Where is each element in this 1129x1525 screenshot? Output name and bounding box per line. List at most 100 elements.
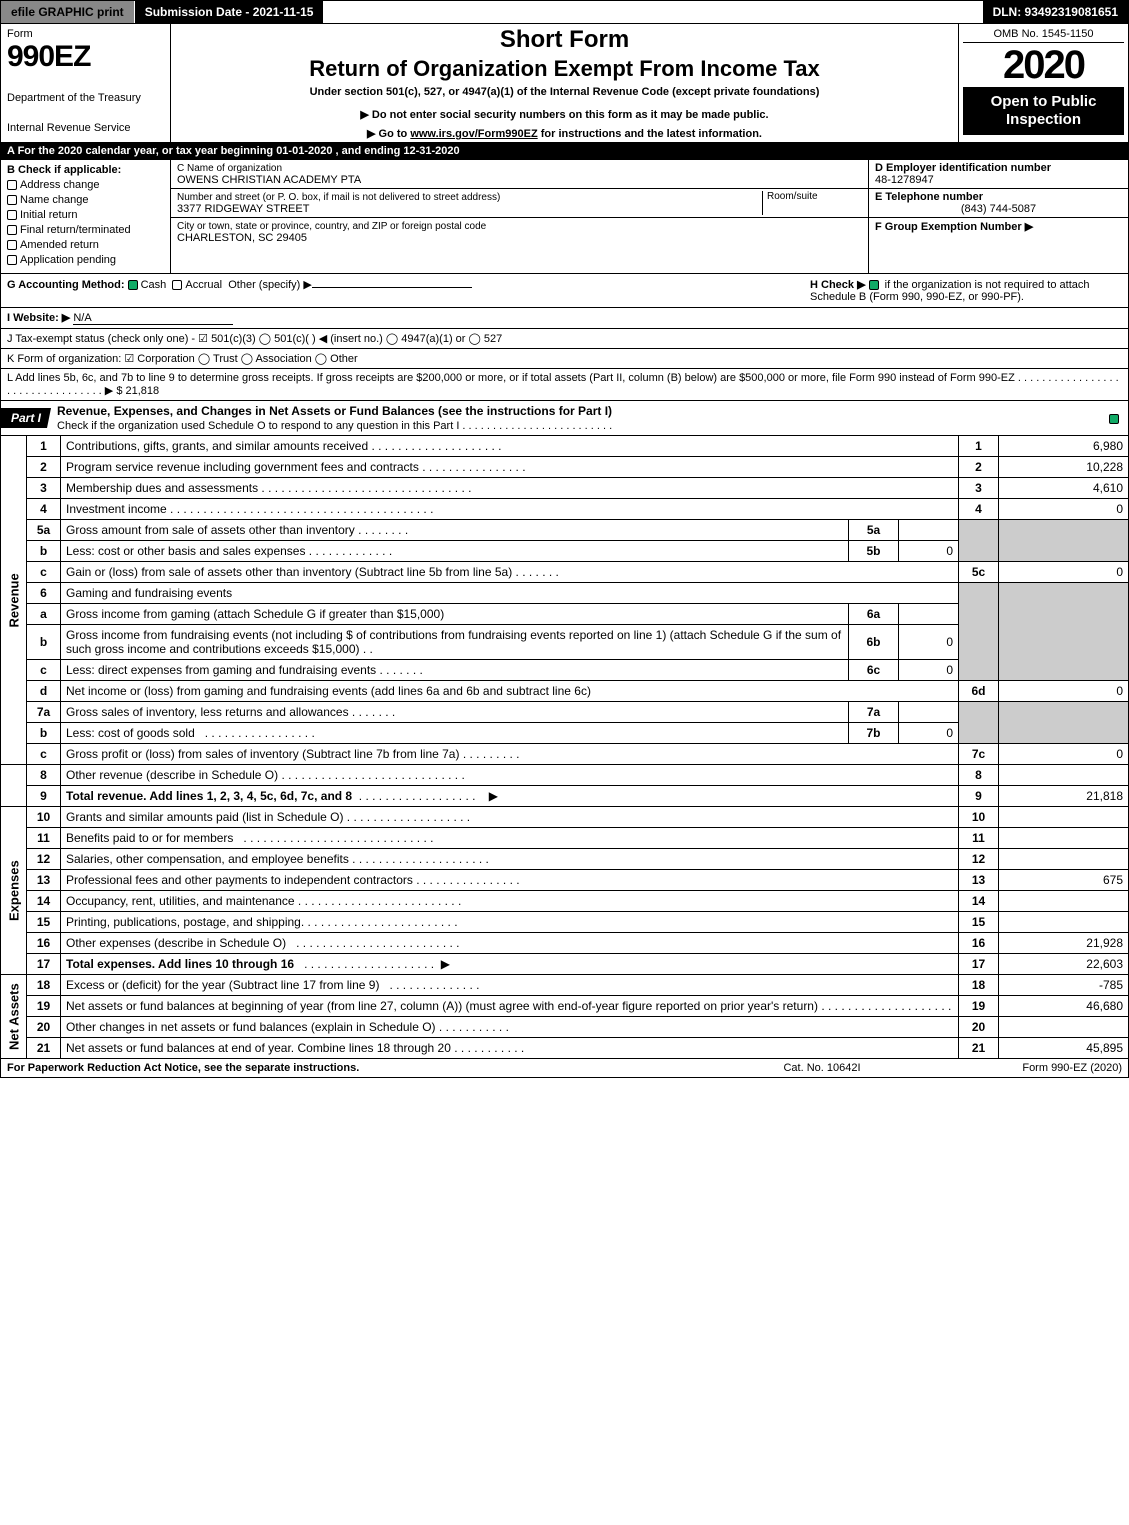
f-label: F Group Exemption Number ▶: [875, 221, 1033, 233]
h-label: H Check ▶: [810, 279, 869, 291]
line-12-box: 12: [959, 849, 999, 870]
line-6c-sub: 6c: [849, 660, 899, 681]
line-7b-sub: 7b: [849, 723, 899, 744]
line-5ab-greybox: [959, 520, 999, 562]
chk-final-return[interactable]: [7, 225, 17, 235]
line-4-num: 4: [27, 499, 61, 520]
part-i-title-text: Revenue, Expenses, and Changes in Net As…: [57, 404, 612, 418]
line-11-num: 11: [27, 828, 61, 849]
footer-cat-no: Cat. No. 10642I: [722, 1062, 922, 1074]
form-header: Form 990EZ Department of the Treasury In…: [0, 24, 1129, 143]
chk-schedule-o-part-i[interactable]: [1109, 414, 1119, 424]
line-7a-val: [899, 702, 959, 723]
line-18-amount: -785: [999, 975, 1129, 996]
expenses-side-label: Expenses: [1, 807, 27, 975]
lbl-other: Other (specify) ▶: [228, 279, 312, 291]
chk-initial-return[interactable]: [7, 210, 17, 220]
chk-amended-return[interactable]: [7, 240, 17, 250]
row-l-gross-receipts: L Add lines 5b, 6c, and 7b to line 9 to …: [0, 369, 1129, 401]
chk-application-pending[interactable]: [7, 255, 17, 265]
line-5c-amount: 0: [999, 562, 1129, 583]
line-16-text: Other expenses (describe in Schedule O) …: [61, 933, 959, 954]
line-6b-sub: 6b: [849, 625, 899, 660]
line-7c-box: 7c: [959, 744, 999, 765]
row-i-website: I Website: ▶ N/A: [0, 308, 1129, 329]
line-17-box: 17: [959, 954, 999, 975]
line-10-num: 10: [27, 807, 61, 828]
d-label: D Employer identification number: [875, 162, 1051, 174]
line-9-amount: 21,818: [999, 786, 1129, 807]
chk-name-change[interactable]: [7, 195, 17, 205]
line-7a-num: 7a: [27, 702, 61, 723]
line-5c-text: Gain or (loss) from sale of assets other…: [61, 562, 959, 583]
lbl-cash: Cash: [141, 279, 167, 291]
open-to-public: Open to Public Inspection: [963, 87, 1124, 135]
net-assets-side-label: Net Assets: [1, 975, 27, 1059]
line-21-amount: 45,895: [999, 1038, 1129, 1059]
line-15-num: 15: [27, 912, 61, 933]
line-10-text: Grants and similar amounts paid (list in…: [61, 807, 959, 828]
line-6-greybox: [959, 583, 999, 681]
chk-cash[interactable]: [128, 280, 138, 290]
box-def: D Employer identification number48-12789…: [868, 160, 1128, 273]
line-12-amount: [999, 849, 1129, 870]
chk-address-change[interactable]: [7, 180, 17, 190]
line-6-num: 6: [27, 583, 61, 604]
irs-link[interactable]: www.irs.gov/Form990EZ: [410, 128, 537, 140]
line-9-num: 9: [27, 786, 61, 807]
line-11-amount: [999, 828, 1129, 849]
submission-date: Submission Date - 2021-11-15: [135, 1, 325, 23]
revenue-side-label: Revenue: [1, 436, 27, 765]
line-12-num: 12: [27, 849, 61, 870]
line-13-num: 13: [27, 870, 61, 891]
line-3-amount: 4,610: [999, 478, 1129, 499]
line-5c-num: c: [27, 562, 61, 583]
irs-label: Internal Revenue Service: [7, 122, 164, 134]
info-block: B Check if applicable: Address change Na…: [0, 160, 1129, 274]
line-7b-num: b: [27, 723, 61, 744]
line-4-box: 4: [959, 499, 999, 520]
footer-left: For Paperwork Reduction Act Notice, see …: [7, 1062, 722, 1074]
line-4-amount: 0: [999, 499, 1129, 520]
line-5b-num: b: [27, 541, 61, 562]
chk-accrual[interactable]: [172, 280, 182, 290]
part-i-header: Part I Revenue, Expenses, and Changes in…: [0, 401, 1129, 436]
line-18-num: 18: [27, 975, 61, 996]
line-20-num: 20: [27, 1017, 61, 1038]
other-specify-input[interactable]: [312, 287, 472, 288]
line-11-text: Benefits paid to or for members . . . . …: [61, 828, 959, 849]
efile-button[interactable]: efile GRAPHIC print: [1, 1, 135, 23]
line-17-num: 17: [27, 954, 61, 975]
part-i-sub: Check if the organization used Schedule …: [57, 420, 612, 432]
header-left: Form 990EZ Department of the Treasury In…: [1, 24, 171, 142]
row-g-h: G Accounting Method: Cash Accrual Other …: [0, 274, 1129, 308]
line-9-box: 9: [959, 786, 999, 807]
line-20-amount: [999, 1017, 1129, 1038]
lbl-address-change: Address change: [20, 179, 100, 191]
dln-label: DLN: 93492319081651: [983, 1, 1128, 23]
line-16-amount: 21,928: [999, 933, 1129, 954]
line-1-amount: 6,980: [999, 436, 1129, 457]
line-4-text: Investment income . . . . . . . . . . . …: [61, 499, 959, 520]
line-5a-num: 5a: [27, 520, 61, 541]
line-7c-amount: 0: [999, 744, 1129, 765]
lbl-initial-return: Initial return: [20, 209, 77, 221]
line-14-amount: [999, 891, 1129, 912]
line-5a-val: [899, 520, 959, 541]
revenue-side-label-2: [1, 765, 27, 807]
line-8-amount: [999, 765, 1129, 786]
line-5b-val: 0: [899, 541, 959, 562]
line-10-amount: [999, 807, 1129, 828]
chk-schedule-b-not-required[interactable]: [869, 280, 879, 290]
line-20-box: 20: [959, 1017, 999, 1038]
line-20-text: Other changes in net assets or fund bala…: [61, 1017, 959, 1038]
goto-pre: ▶ Go to: [367, 128, 410, 140]
line-21-box: 21: [959, 1038, 999, 1059]
form-number: 990EZ: [7, 40, 164, 74]
box-c: C Name of organizationOWENS CHRISTIAN AC…: [171, 160, 868, 273]
i-label: I Website: ▶: [7, 312, 70, 324]
line-21-num: 21: [27, 1038, 61, 1059]
line-14-text: Occupancy, rent, utilities, and maintena…: [61, 891, 959, 912]
line-18-box: 18: [959, 975, 999, 996]
line-5a-sub: 5a: [849, 520, 899, 541]
